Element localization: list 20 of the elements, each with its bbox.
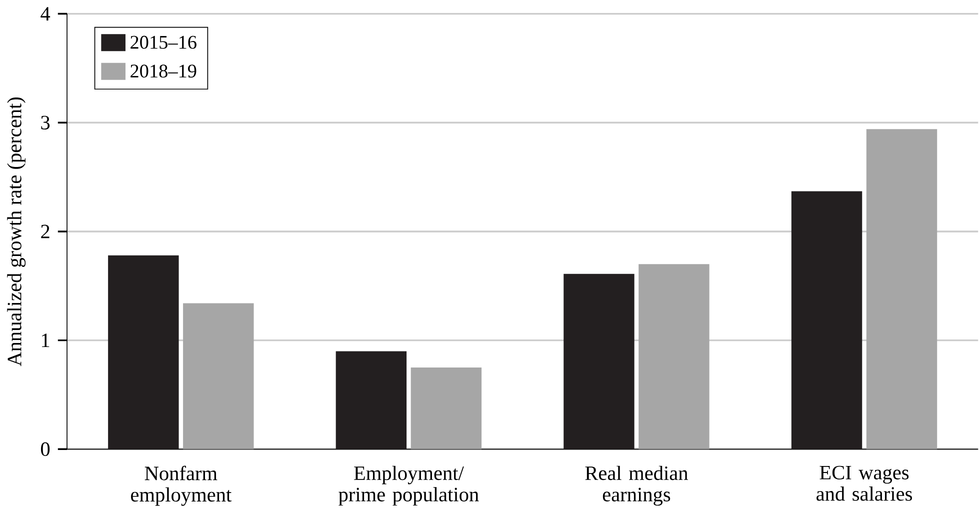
bar [108, 255, 179, 450]
y-tick-label: 2 [41, 224, 50, 238]
y-tick-label: 0 [40, 442, 50, 456]
x-tick-label: Real median earnings [585, 466, 688, 506]
y-tick-label: 4 [40, 7, 50, 20]
y-tick-label: 3 [41, 116, 50, 130]
x-tick-label: Nonfarm employment [131, 466, 232, 506]
legend-label: 2015–16 [130, 36, 196, 49]
bar [183, 303, 254, 450]
bar [791, 191, 862, 450]
bar [336, 351, 407, 450]
bar [866, 129, 938, 450]
bar [410, 368, 482, 450]
x-tick-label: ECI wages and salaries [816, 466, 912, 501]
legend-label: 2018–19 [130, 64, 196, 78]
y-tick-label: 1 [42, 334, 50, 348]
bar [638, 264, 710, 450]
y-axis-title: Annualized growth rate (percent) [7, 97, 26, 366]
x-tick-label: Employment/ prime population [338, 466, 479, 506]
bar [564, 274, 634, 450]
